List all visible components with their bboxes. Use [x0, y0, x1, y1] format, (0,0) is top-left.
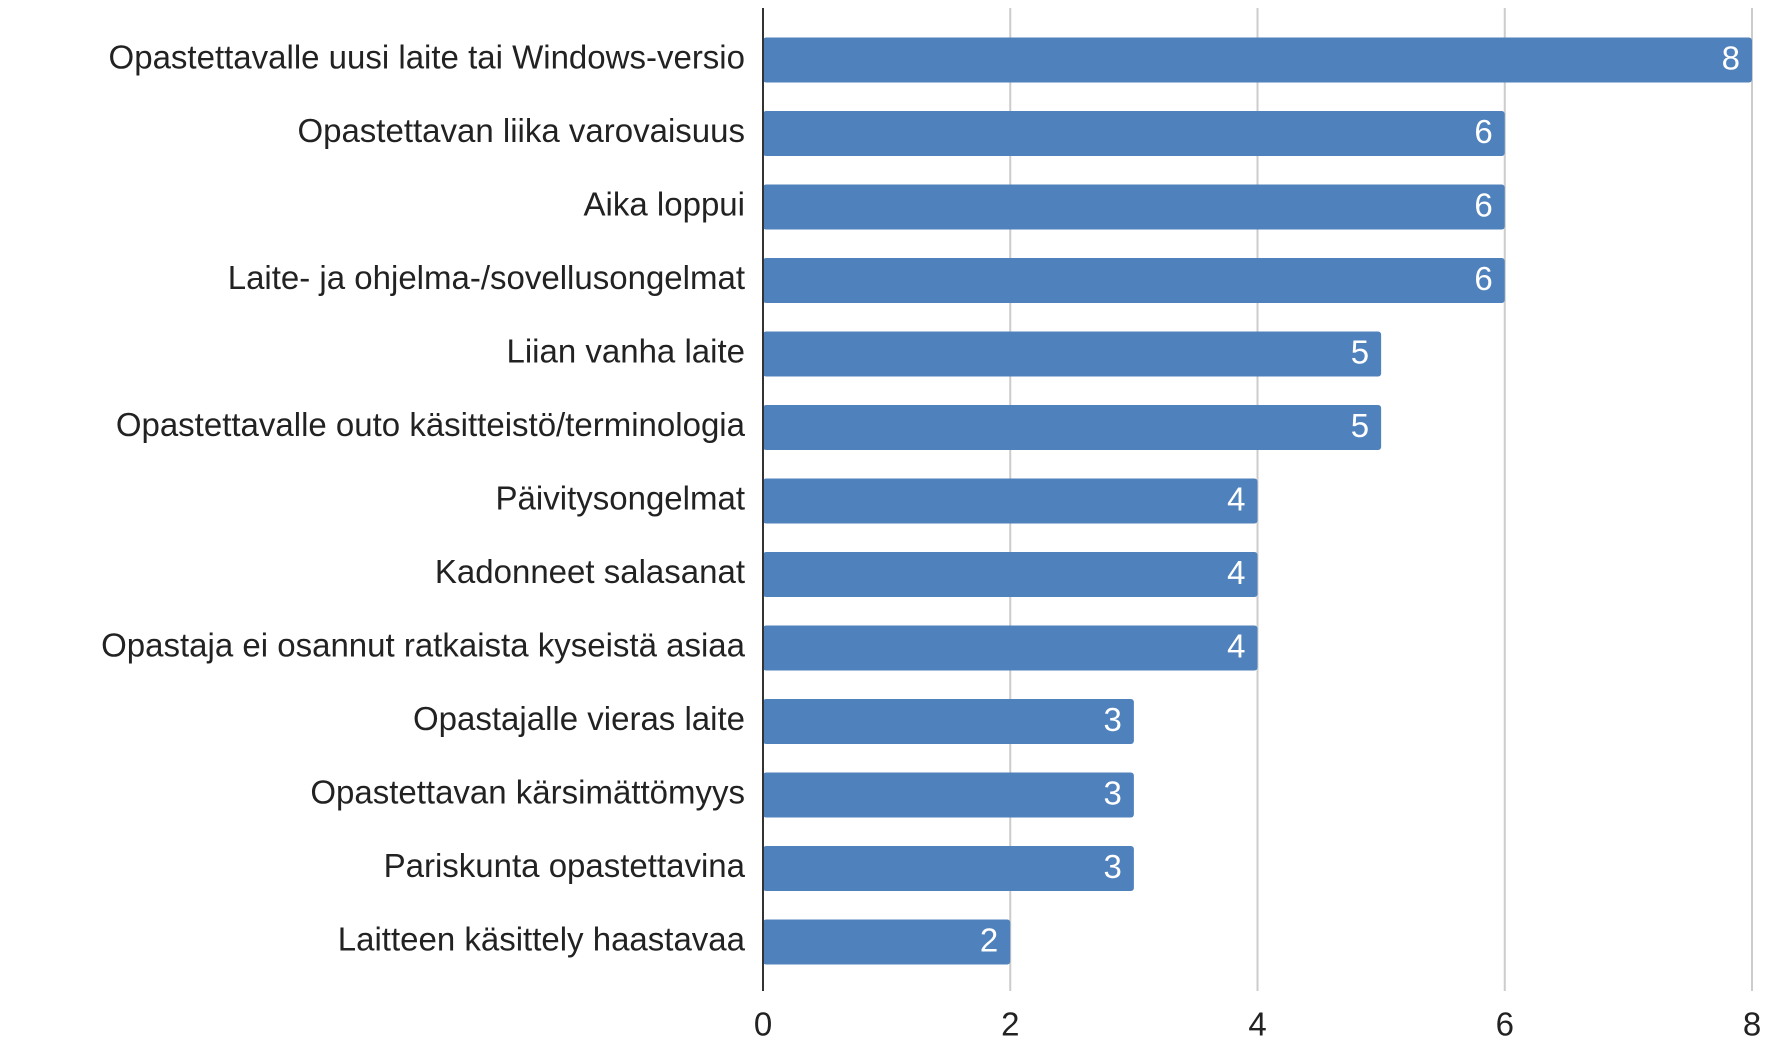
bar: [763, 258, 1505, 303]
y-tick-label: Opastettavalle outo käsitteistö/terminol…: [116, 406, 746, 443]
value-label: 4: [1227, 554, 1245, 591]
y-tick-label: Laite- ja ohjelma-/sovellusongelmat: [228, 259, 745, 296]
bar: [763, 405, 1382, 450]
value-label: 4: [1227, 481, 1245, 518]
value-label: 8: [1722, 40, 1740, 77]
x-tick-label: 4: [1248, 1006, 1266, 1043]
y-tick-label: Päivitysongelmat: [496, 480, 745, 517]
value-label: 4: [1227, 628, 1245, 665]
x-tick-label: 2: [1001, 1006, 1019, 1043]
x-tick-label: 6: [1496, 1006, 1514, 1043]
bar: [763, 699, 1134, 744]
y-tick-label: Pariskunta opastettavina: [384, 847, 746, 884]
bar: [763, 37, 1752, 83]
y-tick-label: Liian vanha laite: [506, 333, 745, 370]
value-label: 6: [1474, 260, 1492, 297]
value-label: 3: [1104, 775, 1122, 812]
y-tick-label: Aika loppui: [584, 186, 745, 223]
y-tick-label: Opastettavalle uusi laite tai Windows-ve…: [109, 39, 745, 76]
bar: [763, 478, 1258, 524]
y-tick-label: Laitteen käsittely haastavaa: [338, 921, 746, 958]
y-tick-label: Kadonneet salasanat: [435, 553, 745, 590]
value-label: 5: [1351, 407, 1369, 444]
value-label: 6: [1474, 113, 1492, 150]
value-label: 6: [1474, 187, 1492, 224]
value-label: 3: [1104, 848, 1122, 885]
bar: [763, 772, 1134, 818]
x-tick-label: 0: [754, 1006, 772, 1043]
bar: [763, 111, 1505, 156]
bar: [763, 331, 1382, 377]
y-tick-label: Opastaja ei osannut ratkaista kyseistä a…: [101, 627, 746, 664]
bar: [763, 552, 1258, 597]
bar: [763, 846, 1134, 891]
value-label: 3: [1104, 701, 1122, 738]
value-label: 2: [980, 922, 998, 959]
y-tick-label: Opastettavan kärsimättömyys: [310, 774, 745, 811]
y-tick-label: Opastajalle vieras laite: [413, 700, 745, 737]
value-label: 5: [1351, 334, 1369, 371]
x-tick-label: 8: [1743, 1006, 1761, 1043]
bar: [763, 625, 1258, 671]
y-tick-label: Opastettavan liika varovaisuus: [297, 112, 745, 149]
bar: [763, 184, 1505, 230]
bar: [763, 919, 1011, 965]
